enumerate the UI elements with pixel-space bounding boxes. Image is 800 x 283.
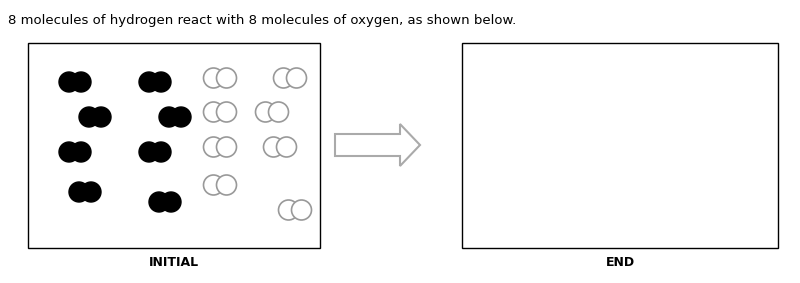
Polygon shape — [335, 124, 420, 166]
Circle shape — [69, 182, 89, 202]
Circle shape — [217, 68, 237, 88]
Text: 8 molecules of hydrogen react with 8 molecules of oxygen, as shown below.: 8 molecules of hydrogen react with 8 mol… — [8, 14, 516, 27]
Circle shape — [139, 72, 159, 92]
Circle shape — [203, 68, 223, 88]
Circle shape — [79, 107, 99, 127]
Circle shape — [278, 200, 298, 220]
Circle shape — [71, 142, 91, 162]
Circle shape — [139, 142, 159, 162]
Circle shape — [203, 137, 223, 157]
Circle shape — [91, 107, 111, 127]
Circle shape — [217, 102, 237, 122]
Text: INITIAL: INITIAL — [149, 256, 199, 269]
Circle shape — [81, 182, 101, 202]
Circle shape — [59, 142, 79, 162]
Circle shape — [217, 137, 237, 157]
Circle shape — [71, 72, 91, 92]
Bar — [28, 43, 320, 248]
Circle shape — [149, 192, 169, 212]
Circle shape — [161, 192, 181, 212]
Circle shape — [203, 175, 223, 195]
Circle shape — [291, 200, 311, 220]
Circle shape — [277, 137, 297, 157]
Circle shape — [151, 142, 171, 162]
Circle shape — [151, 72, 171, 92]
Circle shape — [255, 102, 275, 122]
Circle shape — [274, 68, 294, 88]
Circle shape — [217, 175, 237, 195]
Circle shape — [171, 107, 191, 127]
Circle shape — [203, 102, 223, 122]
Circle shape — [263, 137, 283, 157]
Circle shape — [159, 107, 179, 127]
Circle shape — [286, 68, 306, 88]
Bar — [462, 43, 778, 248]
Circle shape — [269, 102, 289, 122]
Circle shape — [59, 72, 79, 92]
Text: END: END — [606, 256, 634, 269]
